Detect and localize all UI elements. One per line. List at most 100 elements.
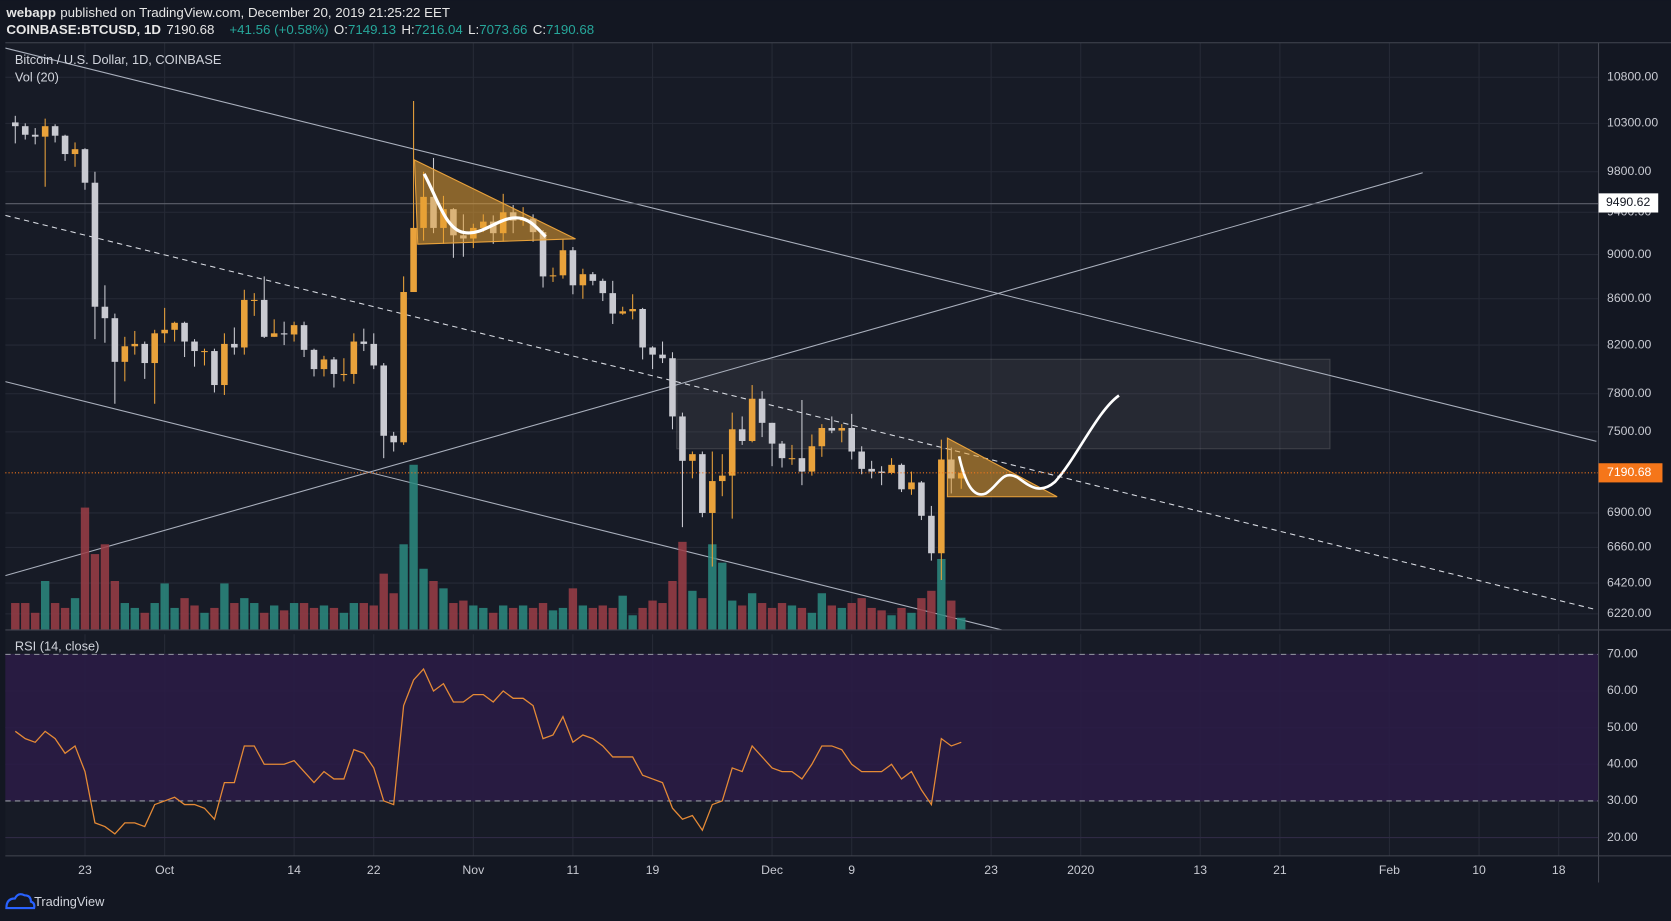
- candle-body: [609, 293, 617, 314]
- candle-body: [91, 182, 99, 307]
- projection-curve: [957, 394, 1120, 496]
- high: 7216.04: [415, 21, 464, 36]
- channel-mid: [5, 214, 1597, 611]
- rsi-tick-label: 30.00: [1607, 793, 1638, 807]
- candle-body: [171, 322, 178, 330]
- candle-body: [778, 443, 786, 459]
- volume-bar: [658, 603, 667, 630]
- volume-bar: [767, 607, 777, 630]
- candle-body: [201, 351, 208, 353]
- last-price-box: [1598, 463, 1663, 483]
- volume-bar: [190, 605, 199, 630]
- volume-bar: [170, 607, 179, 630]
- volume-bar: [847, 603, 856, 630]
- volume-bar: [479, 607, 488, 630]
- volume-bar: [409, 464, 418, 630]
- rising-line: [5, 172, 1423, 577]
- drawings: [5, 47, 1599, 630]
- candle-body: [51, 126, 59, 136]
- volume-bar: [21, 603, 30, 630]
- volume-bar: [210, 607, 219, 630]
- candle-body: [41, 126, 49, 137]
- volume-bar: [937, 558, 946, 630]
- volume-bar: [359, 603, 368, 630]
- open: 7149.13: [348, 21, 396, 36]
- volume-bar: [548, 610, 558, 630]
- candle-body: [260, 299, 268, 337]
- header-line: webapp published on TradingView.com, Dece…: [5, 4, 450, 19]
- candle-body: [330, 359, 338, 374]
- volume-bar: [180, 598, 189, 630]
- header-quote: COINBASE:BTCUSD, 1D 7190.68 +41.56 (+0.58%…: [6, 21, 594, 36]
- volume-bar: [837, 607, 846, 630]
- candle-body: [340, 373, 348, 376]
- volume-bar: [578, 605, 588, 630]
- volume-bar: [110, 581, 120, 630]
- volume-bar: [260, 612, 269, 630]
- candle-body: [928, 515, 935, 554]
- y-tick-label: 6900.00: [1607, 505, 1651, 519]
- close: 7190.68: [546, 21, 594, 36]
- candle-body: [221, 343, 228, 386]
- volume-bar: [648, 600, 657, 630]
- user: webapp: [5, 4, 56, 19]
- candle-body: [888, 464, 895, 473]
- volume-bar: [747, 593, 757, 630]
- volume-bar: [558, 607, 568, 630]
- candle-body: [838, 427, 846, 431]
- candle-body: [280, 333, 288, 335]
- candle-body: [81, 149, 89, 183]
- x-tick-label: 9: [848, 863, 855, 877]
- candle-body: [738, 429, 746, 441]
- candle-body: [848, 427, 856, 452]
- volume-bar: [80, 507, 90, 630]
- volume-bar: [957, 617, 966, 630]
- y-tick-label: 8200.00: [1607, 337, 1651, 351]
- volume-bar: [279, 610, 289, 630]
- candle-body: [539, 232, 547, 277]
- volume-bar: [439, 588, 448, 630]
- candle-body: [748, 398, 756, 441]
- volume-bar: [160, 583, 169, 630]
- volume-bar: [369, 605, 378, 630]
- x-tick-label: 11: [567, 863, 580, 877]
- candle-body: [629, 309, 636, 312]
- price-tag-box: [1598, 193, 1659, 213]
- logo-icon: [5, 893, 36, 910]
- volume-bar: [757, 603, 767, 630]
- volume-bar: [419, 568, 428, 630]
- volume-bar: [698, 598, 707, 630]
- volume-bar: [220, 583, 229, 630]
- candle-body: [689, 454, 696, 461]
- y-tick-label: 9000.00: [1607, 247, 1651, 261]
- volume-bar: [887, 615, 896, 630]
- volume-bar: [399, 544, 408, 630]
- candle-body: [709, 481, 716, 513]
- volume-bar: [200, 612, 209, 630]
- x-tick-label: Nov: [462, 863, 485, 877]
- candle-body: [390, 435, 397, 443]
- volume-bar: [668, 581, 677, 630]
- candle-body: [31, 134, 39, 137]
- volume-bar: [718, 562, 727, 630]
- candle-body: [410, 227, 417, 293]
- volume-bar: [70, 598, 80, 630]
- volume-bar: [60, 607, 70, 630]
- candle-body: [380, 365, 388, 436]
- volume-bar: [867, 607, 876, 630]
- y-tick-label: 10300.00: [1607, 116, 1658, 130]
- candle-body: [898, 464, 905, 490]
- volume-bar: [618, 595, 627, 630]
- candle-body: [868, 468, 875, 472]
- channel-bottom: [5, 381, 1002, 630]
- x-tick-label: 14: [287, 863, 301, 877]
- volume-bar: [797, 607, 807, 630]
- volume-bar: [688, 590, 697, 630]
- candle-body: [758, 398, 766, 423]
- candle-body: [141, 343, 149, 364]
- patterns: [413, 159, 1120, 498]
- y-tick-label: 10800.00: [1607, 69, 1658, 83]
- candle-body: [131, 343, 139, 347]
- volume-bar: [927, 590, 936, 630]
